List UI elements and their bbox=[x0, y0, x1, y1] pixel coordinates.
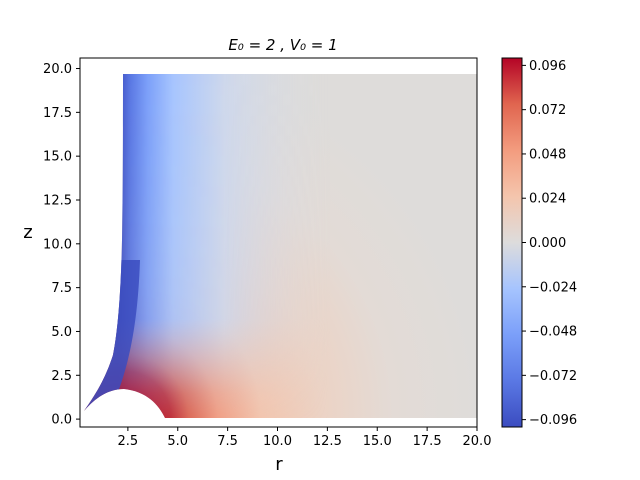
x-tick-label: 17.5 bbox=[413, 434, 442, 449]
colorbar-tick-label: 0.072 bbox=[529, 103, 566, 118]
colorbar-tick-label: −0.048 bbox=[529, 325, 577, 340]
y-tick-label: 17.5 bbox=[43, 106, 72, 121]
colorbar-tick-label: −0.072 bbox=[529, 369, 577, 384]
colorbar-tick-label: 0.096 bbox=[529, 59, 566, 74]
y-tick-label: 20.0 bbox=[43, 62, 72, 77]
plot-area bbox=[79, 57, 478, 428]
y-tick-label: 2.5 bbox=[51, 369, 72, 384]
chart-title: E₀ = 2 , V₀ = 1 bbox=[228, 36, 337, 54]
y-tick-label: 15.0 bbox=[43, 150, 72, 165]
y-axis-label: z bbox=[23, 222, 32, 243]
y-tick-label: 7.5 bbox=[51, 281, 72, 296]
x-tick-label: 10.0 bbox=[263, 434, 292, 449]
colorbar: −0.096 −0.072 −0.048 −0.024 0.000 0.024 0.048 0… bbox=[501, 57, 577, 428]
colorbar-tick-label: 0.000 bbox=[529, 236, 566, 251]
x-tick-label: 2.5 bbox=[118, 434, 139, 449]
x-tick-label: 7.5 bbox=[217, 434, 238, 449]
x-axis-label: r bbox=[275, 454, 283, 475]
heatmap-field bbox=[84, 74, 477, 418]
x-tick-label: 5.0 bbox=[167, 434, 188, 449]
colorbar-tick-label: −0.024 bbox=[529, 280, 577, 295]
y-tick-label: 12.5 bbox=[43, 193, 72, 208]
colorbar-tick-label: −0.096 bbox=[529, 413, 577, 428]
y-tick-label: 10.0 bbox=[43, 237, 72, 252]
y-axis: 0.0 2.5 5.0 7.5 10.0 12.5 15.0 17.5 20.0 z bbox=[23, 62, 80, 428]
y-tick-label: 0.0 bbox=[51, 413, 72, 428]
x-tick-label: 15.0 bbox=[363, 434, 392, 449]
x-axis: 2.5 5.0 7.5 10.0 12.5 15.0 17.5 20.0 r bbox=[118, 427, 492, 475]
y-tick-label: 5.0 bbox=[51, 325, 72, 340]
plot-frame bbox=[79, 57, 478, 428]
colorbar-tick-label: 0.024 bbox=[529, 192, 566, 207]
colorbar-tick-label: 0.048 bbox=[529, 147, 566, 162]
x-tick-label: 20.0 bbox=[463, 434, 492, 449]
x-tick-label: 12.5 bbox=[313, 434, 342, 449]
colorbar-gradient bbox=[501, 57, 523, 428]
